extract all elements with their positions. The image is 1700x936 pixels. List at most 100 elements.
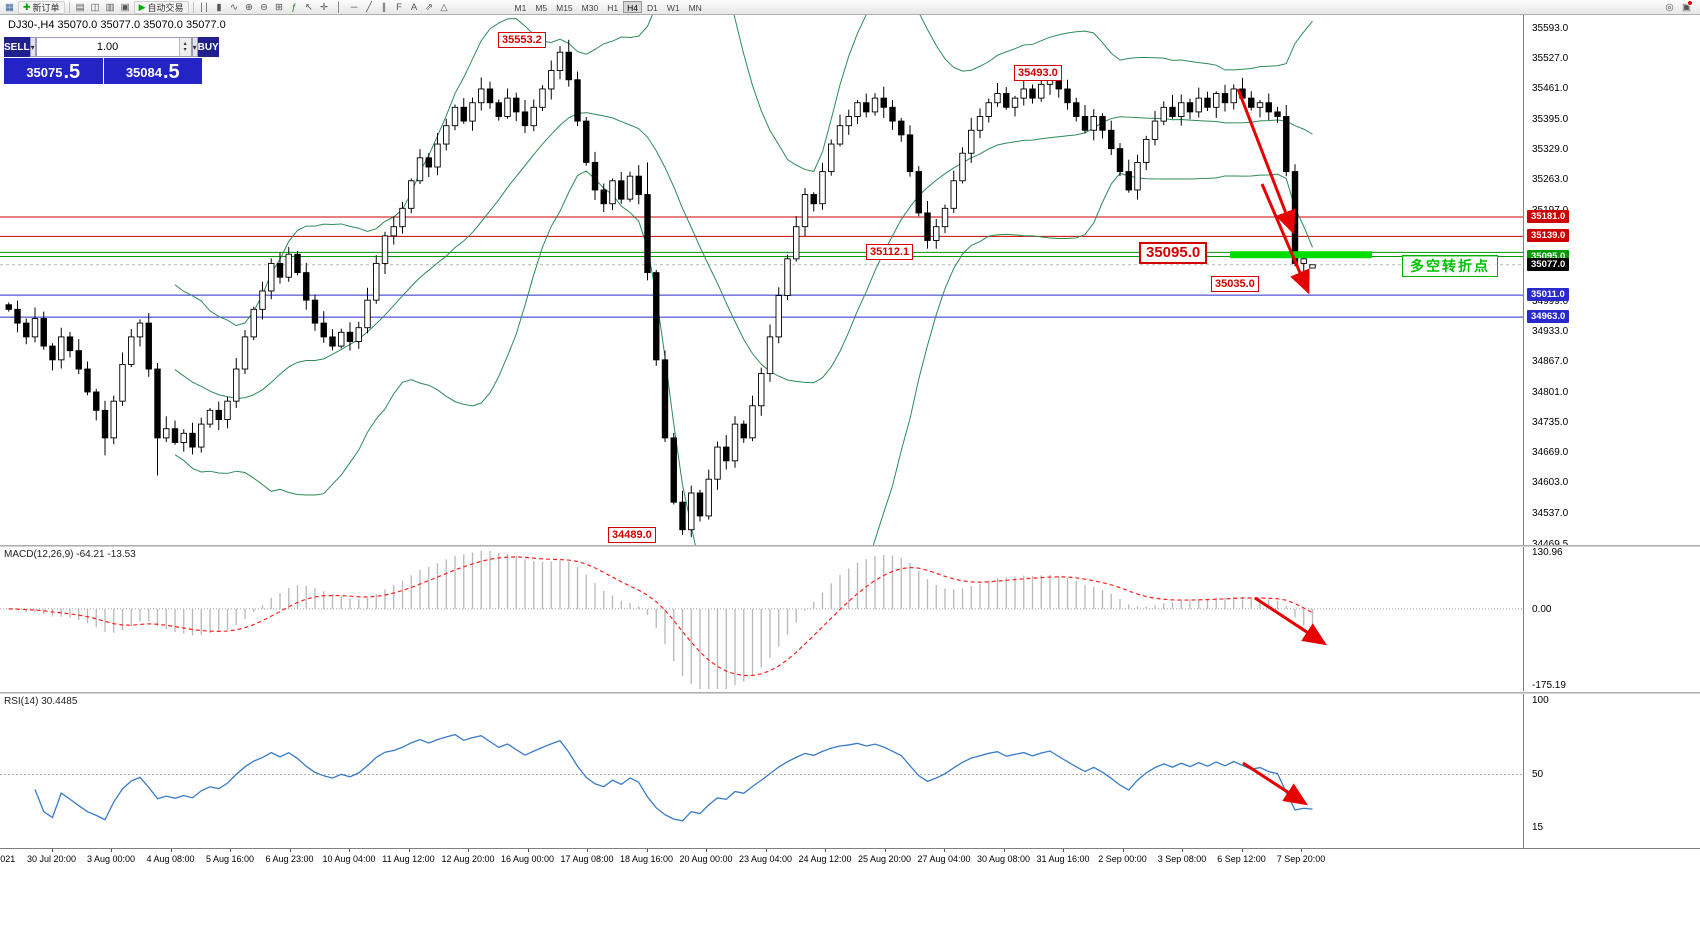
shapes-icon[interactable]: △	[440, 1, 448, 13]
candlestick-plot[interactable]	[0, 15, 1523, 545]
vline-icon[interactable]: │	[336, 1, 342, 13]
volume-stepper[interactable]: ▴ ▾	[178, 38, 191, 56]
time-axis-label: 10 Aug 04:00	[322, 854, 376, 864]
main-chart[interactable]: 35553.2 35493.0 35112.1 35095.0 35035.0 34489…	[0, 15, 1523, 545]
buy-button[interactable]: BUY	[197, 37, 219, 57]
time-axis-label: 6 Sep 12:00	[1217, 854, 1266, 864]
timeframe-buttons: M1 M5 M15 M30 H1 H4 D1 W1 MN	[511, 1, 706, 13]
sell-options-caret-icon[interactable]: ▾	[29, 37, 36, 57]
timeframe-m15[interactable]: M15	[556, 3, 573, 13]
data-window-icon[interactable]: ◫	[90, 1, 100, 13]
macd-axis-label: 130.96	[1532, 547, 1563, 558]
market-watch-icon[interactable]: ▤	[75, 1, 85, 13]
current-price-axis-box: 35077.0	[1527, 257, 1570, 271]
terminal-icon[interactable]: ▣	[120, 1, 130, 13]
timeframe-m5[interactable]: M5	[535, 3, 548, 13]
time-axis-label: 23 Aug 04:00	[738, 854, 793, 864]
buy-options-caret-icon[interactable]: ▾	[191, 37, 198, 57]
macd-header: MACD(12,26,9) -64.21 -13.53	[4, 549, 136, 560]
timeframe-m30[interactable]: M30	[581, 3, 599, 13]
panel-separator[interactable]	[0, 545, 1700, 547]
notifications-icon[interactable]: ▣	[1680, 0, 1693, 14]
arrows-icon[interactable]: ⇗	[425, 1, 433, 13]
timeframe-w1[interactable]: W1	[666, 3, 680, 13]
rsi-axis: 100 50 15	[1523, 694, 1700, 848]
price-axis-label: 34537.0	[1532, 507, 1569, 519]
bar-chart-icon[interactable]: ∣∣	[199, 1, 209, 13]
sell-price-button[interactable]: 35075 .5	[4, 58, 104, 84]
rsi-axis-label: 100	[1532, 695, 1549, 706]
panel-separator[interactable]	[0, 692, 1700, 694]
macd-plot	[0, 550, 1523, 689]
price-line-axis-box: 35011.0	[1527, 288, 1569, 302]
rsi-axis-label: 15	[1532, 821, 1544, 833]
price-axis-label: 34801.0	[1532, 386, 1569, 398]
one-click-trading-panel: SELL ▾ ▴ ▾ ▾ BUY 35075 .5 3508	[4, 37, 219, 84]
chart-window-icon[interactable]: ▦	[5, 1, 14, 13]
time-axis-label: 11 Aug 12:00	[382, 854, 435, 864]
time-axis[interactable]: 29 Jul 2021 30 Jul 20:00 3 Aug 00:00 4 Aug …	[0, 848, 1700, 868]
time-axis-label: 16 Aug 00:00	[500, 854, 555, 864]
trendline-icon[interactable]: ╱	[366, 1, 372, 13]
text-icon[interactable]: A	[410, 1, 418, 13]
sell-button[interactable]: SELL	[4, 37, 30, 57]
volume-input[interactable]	[36, 38, 179, 56]
navigator-icon[interactable]: ▥	[105, 1, 115, 13]
time-axis-label: 30 Jul 20:00	[26, 854, 77, 864]
timeframe-d1[interactable]: D1	[646, 3, 658, 13]
candle-chart-icon[interactable]: ▮	[216, 1, 222, 13]
time-axis-tick	[1241, 849, 1243, 852]
rsi-plot	[0, 733, 1523, 822]
time-axis-tick	[349, 849, 350, 852]
price-axis-label: 35461.0	[1532, 83, 1569, 95]
time-axis-label: 2 Sep 00:00	[1098, 854, 1147, 864]
indicators-icon[interactable]: ƒ	[291, 1, 297, 13]
time-axis-label: 5 Aug 16:00	[205, 854, 255, 864]
macd-axis: 130.96 0.00 -175.19	[1523, 547, 1700, 691]
new-order-button[interactable]: ✚ 新订单	[18, 0, 65, 14]
price-axis-label: 35527.0	[1532, 53, 1569, 65]
timeframe-m1[interactable]: M1	[514, 3, 527, 13]
line-chart-icon[interactable]: ∿	[230, 1, 238, 13]
price-line-axis-box: 34963.0	[1527, 310, 1570, 324]
fibonacci-icon[interactable]: F	[396, 1, 402, 13]
timeframe-h4[interactable]: H4	[623, 1, 642, 13]
time-axis-tick	[944, 849, 945, 852]
search-icon[interactable]: ◎	[1665, 1, 1674, 13]
buy-price-main: 35084	[125, 65, 162, 80]
new-order-label: 新订单	[32, 2, 60, 13]
tile-windows-icon[interactable]: ⊞	[275, 1, 283, 13]
time-axis-tick	[1301, 849, 1302, 852]
price-axis-label: 34669.0	[1532, 447, 1569, 459]
zoom-in-icon[interactable]: ⊕	[245, 1, 253, 13]
time-axis-label: 24 Aug 12:00	[798, 854, 852, 864]
macd-panel[interactable]: MACD(12,26,9) -64.21 -13.53	[0, 547, 1523, 691]
rsi-axis-label: 50	[1532, 769, 1544, 781]
buy-price-button[interactable]: 35084 .5	[103, 58, 202, 84]
price-axis-label: 35329.0	[1532, 144, 1569, 156]
price-axis-label: 34867.0	[1532, 356, 1569, 368]
cursor-icon[interactable]: ↖	[305, 1, 313, 13]
new-order-plus-icon: ✚	[23, 1, 31, 12]
hline-icon[interactable]: ─	[350, 1, 358, 13]
time-axis-tick	[289, 849, 291, 852]
time-axis-tick	[111, 849, 112, 852]
stepper-up-icon[interactable]: ▴	[183, 41, 187, 47]
time-axis-tick	[408, 849, 410, 852]
toolbar-separator	[68, 1, 70, 13]
timeframe-h1[interactable]: H1	[607, 3, 619, 13]
zoom-out-icon[interactable]: ⊖	[260, 1, 268, 13]
time-axis-tick	[646, 849, 648, 852]
time-axis-label: 20 Aug 00:00	[679, 854, 733, 864]
stepper-down-icon[interactable]: ▾	[183, 47, 187, 53]
crosshair-icon[interactable]: ✛	[320, 1, 328, 13]
auto-trading-button[interactable]: ▶ 自动交易	[133, 0, 189, 14]
time-axis-tick	[230, 849, 231, 852]
sell-price-fraction: .5	[63, 61, 81, 83]
price-axis-label: 34735.0	[1532, 416, 1569, 428]
channel-icon[interactable]: ∥	[381, 1, 387, 13]
rsi-panel[interactable]: RSI(14) 30.4485	[0, 694, 1523, 848]
price-axis[interactable]: 35593.0 35527.0 35461.0 35395.0 35329.0 35263…	[1523, 15, 1700, 550]
timeframe-mn[interactable]: MN	[688, 3, 702, 13]
time-axis-label: 18 Aug 16:00	[619, 854, 674, 864]
